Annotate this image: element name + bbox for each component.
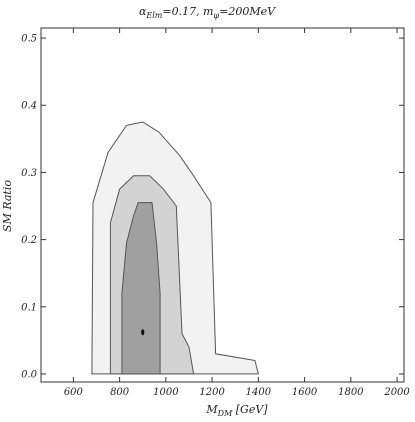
x-axis: 600 800 1000 1200 1400 1600 1800 2000 [64, 28, 410, 398]
y-axis-title: SM Ratio [1, 180, 14, 232]
x-tick-label: 1000 [153, 387, 179, 398]
best-fit-point [141, 329, 145, 336]
x-axis-title: MDM [GeV] [205, 403, 268, 418]
y-tick-label: 0.5 [21, 34, 37, 45]
x-tick-label: 800 [110, 387, 130, 398]
y-axis: 0.0 0.1 0.2 0.3 0.4 0.5 [21, 34, 404, 380]
y-tick-label: 0.3 [21, 168, 37, 179]
x-tick-label: 600 [64, 387, 84, 398]
y-tick-label: 0.0 [21, 369, 38, 380]
x-tick-label: 1400 [246, 387, 272, 398]
confidence-regions [91, 121, 259, 375]
region-inner [121, 202, 161, 375]
y-tick-label: 0.1 [21, 302, 37, 313]
x-tick-label: 1600 [292, 387, 318, 398]
x-tick-label: 1200 [199, 387, 225, 398]
x-tick-label: 1800 [338, 387, 364, 398]
chart-title: αElm=0.17, mφ=200MeV [139, 5, 276, 20]
best-fit-marker [141, 329, 145, 336]
x-tick-label: 2000 [383, 387, 410, 398]
y-tick-label: 0.4 [21, 101, 37, 112]
y-tick-label: 0.2 [21, 235, 37, 246]
plot-frame [40, 27, 405, 383]
